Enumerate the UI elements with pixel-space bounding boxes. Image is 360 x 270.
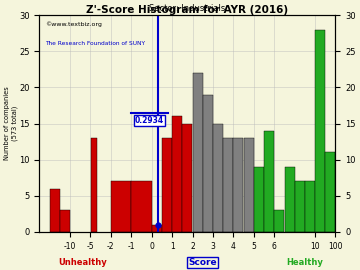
Bar bbox=[295, 181, 305, 232]
Bar bbox=[50, 188, 60, 232]
Bar bbox=[152, 225, 162, 232]
Text: Sector: Industrials: Sector: Industrials bbox=[149, 4, 226, 13]
Bar bbox=[244, 138, 254, 232]
Y-axis label: Number of companies
(573 total): Number of companies (573 total) bbox=[4, 87, 18, 160]
Bar bbox=[305, 181, 315, 232]
Text: Healthy: Healthy bbox=[287, 258, 323, 267]
Bar bbox=[264, 131, 274, 232]
Bar bbox=[274, 210, 284, 232]
Bar bbox=[172, 116, 182, 232]
Text: Score: Score bbox=[188, 258, 217, 267]
Bar bbox=[111, 181, 131, 232]
Bar bbox=[162, 138, 172, 232]
Bar bbox=[315, 30, 325, 232]
Bar bbox=[203, 95, 213, 232]
Bar bbox=[325, 153, 336, 232]
Bar bbox=[60, 210, 70, 232]
Text: The Research Foundation of SUNY: The Research Foundation of SUNY bbox=[45, 41, 145, 46]
Bar bbox=[234, 138, 243, 232]
Bar bbox=[131, 181, 152, 232]
Title: Z'-Score Histogram for AYR (2016): Z'-Score Histogram for AYR (2016) bbox=[86, 5, 288, 15]
Bar bbox=[183, 124, 193, 232]
Bar bbox=[193, 73, 203, 232]
Bar bbox=[284, 167, 294, 232]
Bar bbox=[213, 124, 223, 232]
Text: ©www.textbiz.org: ©www.textbiz.org bbox=[45, 22, 102, 27]
Text: 0.2934: 0.2934 bbox=[135, 116, 164, 125]
Text: Unhealthy: Unhealthy bbox=[58, 258, 107, 267]
Bar bbox=[90, 138, 97, 232]
Bar bbox=[223, 138, 233, 232]
Bar bbox=[254, 167, 264, 232]
